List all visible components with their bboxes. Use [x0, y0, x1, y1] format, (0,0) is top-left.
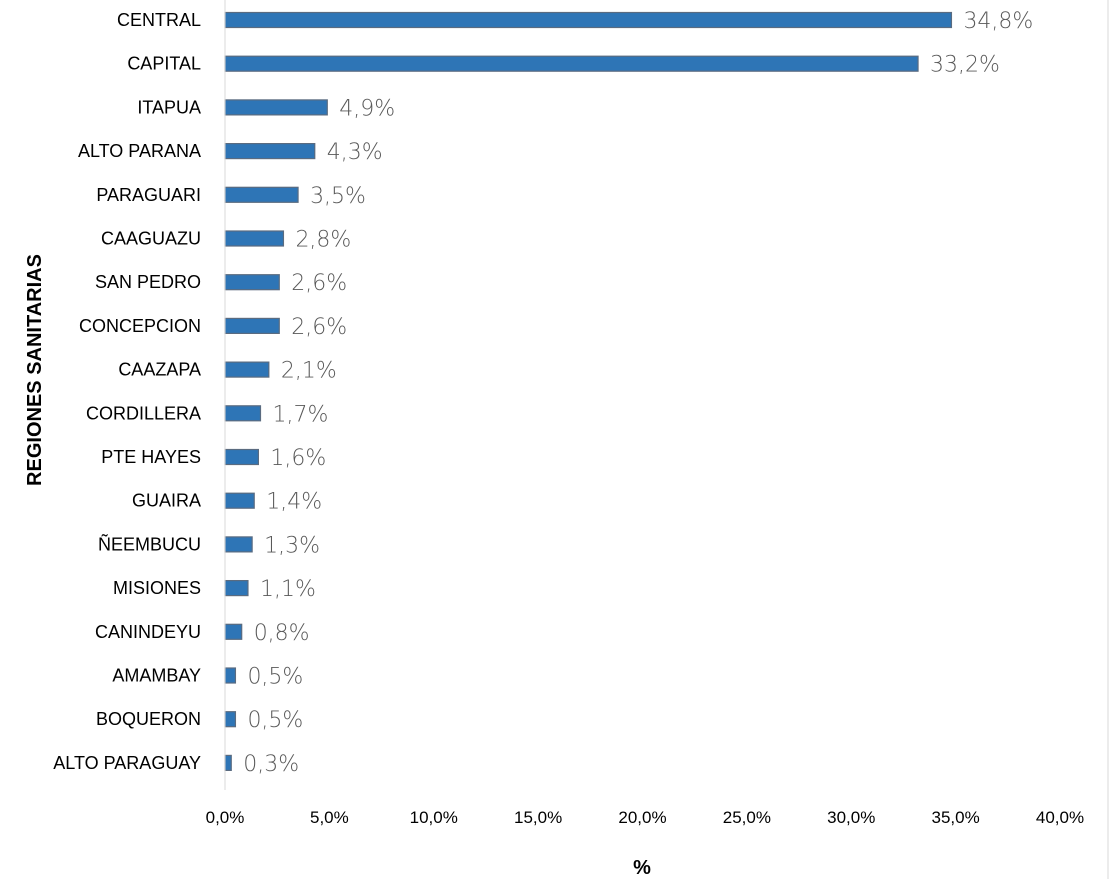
x-tick-label: 35,0%	[932, 808, 980, 827]
category-label: ALTO PARAGUAY	[53, 753, 201, 773]
category-label: AMAMBAY	[112, 666, 201, 686]
value-label: 0,5%	[247, 708, 303, 733]
x-tick-label: 20,0%	[618, 808, 666, 827]
x-tick-label: 40,0%	[1036, 808, 1084, 827]
bar	[224, 11, 953, 29]
category-label: SAN PEDRO	[95, 272, 201, 292]
x-tick-label: 5,0%	[310, 808, 349, 827]
value-label: 0,8%	[254, 621, 310, 646]
bar	[224, 230, 285, 247]
value-label: 2,6%	[291, 271, 347, 296]
value-label: 1,4%	[266, 490, 322, 515]
x-axis-title: %	[633, 857, 651, 879]
bar	[224, 143, 316, 160]
bar	[224, 667, 237, 684]
category-label: CANINDEYU	[95, 622, 201, 642]
category-label: BOQUERON	[96, 709, 201, 729]
category-label: ALTO PARANA	[78, 141, 201, 161]
value-label: 34,8%	[963, 9, 1033, 34]
value-label: 1,1%	[260, 577, 316, 602]
bar	[224, 623, 243, 640]
x-tick-labels: 0,0% 5,0% 10,0% 15,0% 20,0% 25,0% 30,0% 35,0% 40…	[206, 808, 1084, 827]
category-label: ITAPUA	[137, 97, 201, 117]
category-label: PTE HAYES	[101, 447, 201, 467]
bar	[224, 274, 280, 291]
bars-layer	[224, 11, 953, 772]
x-tick-label: 0,0%	[206, 808, 245, 827]
bar	[224, 492, 255, 509]
x-tick-label: 30,0%	[827, 808, 875, 827]
bar	[224, 536, 253, 553]
value-label: 2,1%	[281, 359, 337, 384]
bar	[224, 448, 260, 466]
bar	[224, 361, 270, 378]
value-label: 1,3%	[264, 533, 320, 558]
category-label: CAPITAL	[127, 54, 201, 74]
bar	[224, 405, 262, 422]
value-label: 33,2%	[930, 53, 1000, 78]
value-label: 4,9%	[339, 96, 395, 121]
category-label: PARAGUARI	[96, 185, 201, 205]
x-tick-label: 25,0%	[723, 808, 771, 827]
value-label: 0,3%	[243, 752, 299, 777]
bar	[224, 55, 919, 72]
value-label: 1,7%	[272, 402, 328, 427]
category-label: CORDILLERA	[86, 403, 201, 423]
category-label: MISIONES	[113, 578, 201, 598]
category-label: ÑEEMBUCU	[98, 533, 201, 554]
bar	[224, 711, 237, 728]
value-label: 2,8%	[295, 228, 351, 253]
value-label: 4,3%	[327, 140, 383, 165]
value-label: 3,5%	[310, 184, 366, 209]
bar	[224, 186, 299, 203]
category-labels: CENTRAL CAPITAL ITAPUA ALTO PARANA PARAGUARI…	[53, 10, 201, 773]
category-label: CAAGUAZU	[101, 229, 201, 249]
value-label: 1,6%	[270, 446, 326, 471]
bar	[224, 579, 249, 597]
value-label: 0,5%	[247, 665, 303, 690]
bar	[224, 754, 232, 772]
x-tick-label: 15,0%	[514, 808, 562, 827]
category-label: CENTRAL	[117, 10, 201, 30]
category-label: CAAZAPA	[118, 360, 201, 380]
category-label: GUAIRA	[132, 491, 201, 511]
bar	[224, 99, 328, 116]
category-label: CONCEPCION	[79, 316, 201, 336]
value-label: 2,6%	[291, 315, 347, 340]
x-tick-label: 10,0%	[410, 808, 458, 827]
y-axis-title: REGIONES SANITARIAS	[24, 254, 46, 486]
value-labels: 34,8% 33,2% 4,9% 4,3% 3,5% 2,8% 2,6% 2,6% 2,1% 1,…	[243, 9, 1033, 777]
bar	[224, 317, 280, 334]
